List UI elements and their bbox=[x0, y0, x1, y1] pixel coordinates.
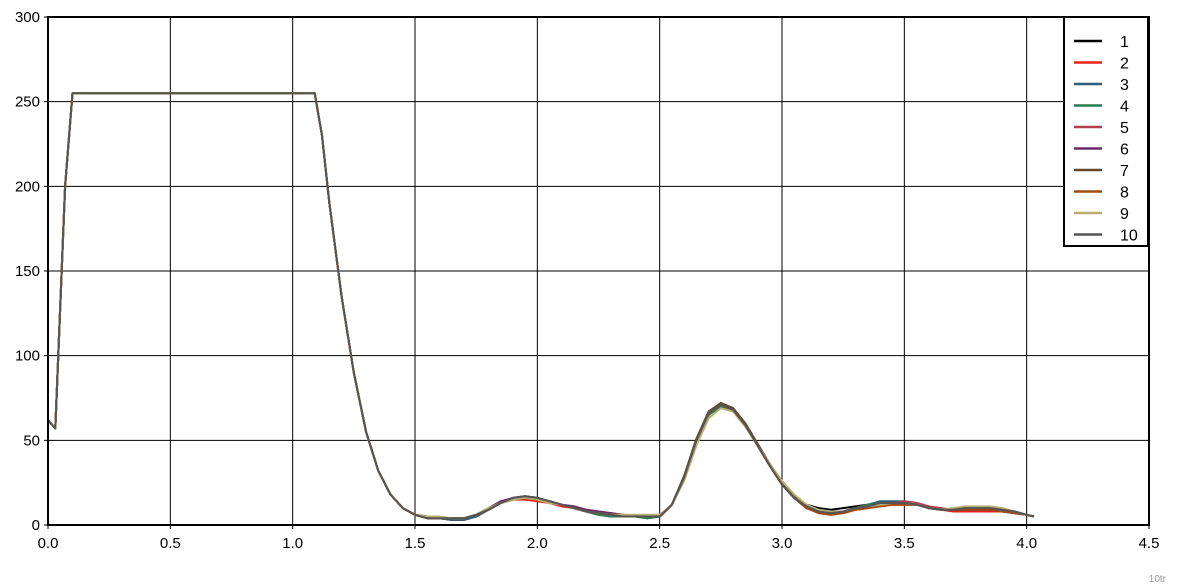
y-tick-label: 50 bbox=[23, 432, 40, 449]
legend-label-8: 8 bbox=[1120, 185, 1129, 202]
x-tick-label: 3.5 bbox=[894, 535, 915, 552]
x-tick-label: 1.0 bbox=[282, 535, 303, 552]
series-line-5 bbox=[47, 92, 1035, 520]
series-line-2 bbox=[47, 92, 1035, 521]
x-tick-label: 2.5 bbox=[649, 535, 670, 552]
x-tick-label: 0.0 bbox=[38, 535, 59, 552]
legend-label-7: 7 bbox=[1120, 163, 1129, 180]
y-tick-label: 250 bbox=[15, 94, 40, 111]
legend-label-6: 6 bbox=[1120, 142, 1129, 159]
series-line-8 bbox=[47, 92, 1035, 520]
series-line-7 bbox=[47, 92, 1035, 520]
legend-label-3: 3 bbox=[1120, 77, 1129, 94]
legend-box bbox=[1063, 16, 1149, 247]
series-line-3 bbox=[47, 92, 1035, 521]
legend-label-1: 1 bbox=[1120, 34, 1129, 51]
x-tick-label: 1.5 bbox=[405, 535, 426, 552]
y-tick-label: 200 bbox=[15, 178, 40, 195]
legend-label-2: 2 bbox=[1120, 56, 1129, 73]
y-tick-label: 150 bbox=[15, 263, 40, 280]
legend-label-5: 5 bbox=[1120, 120, 1129, 137]
x-tick-label: 0.5 bbox=[160, 535, 181, 552]
y-tick-label: 300 bbox=[15, 9, 40, 26]
legend-label-10: 10 bbox=[1120, 228, 1138, 245]
x-tick-label: 3.0 bbox=[772, 535, 793, 552]
series-line-6 bbox=[47, 92, 1035, 520]
legend: 1 2 3 4 5 6 7 8 9 10 bbox=[1063, 16, 1149, 247]
x-axis-ticks: 0.0 0.5 1.0 1.5 2.0 2.5 3.0 3.5 4.0 4.5 bbox=[38, 525, 1160, 552]
y-tick-label: 0 bbox=[32, 517, 40, 534]
corner-label: 10tr bbox=[1149, 574, 1167, 585]
series-lines bbox=[47, 92, 1035, 521]
x-tick-label: 2.0 bbox=[527, 535, 548, 552]
series-line-1 bbox=[47, 92, 1035, 521]
legend-label-9: 9 bbox=[1120, 206, 1129, 223]
series-line-9 bbox=[47, 92, 1035, 520]
series-line-4 bbox=[47, 92, 1035, 520]
legend-label-4: 4 bbox=[1120, 99, 1129, 116]
y-tick-label: 100 bbox=[15, 348, 40, 365]
x-tick-label: 4.5 bbox=[1139, 535, 1160, 552]
x-tick-label: 4.0 bbox=[1016, 535, 1037, 552]
series-line-10 bbox=[47, 92, 1035, 520]
y-axis-ticks: 0 50 100 150 200 250 300 bbox=[15, 9, 48, 534]
